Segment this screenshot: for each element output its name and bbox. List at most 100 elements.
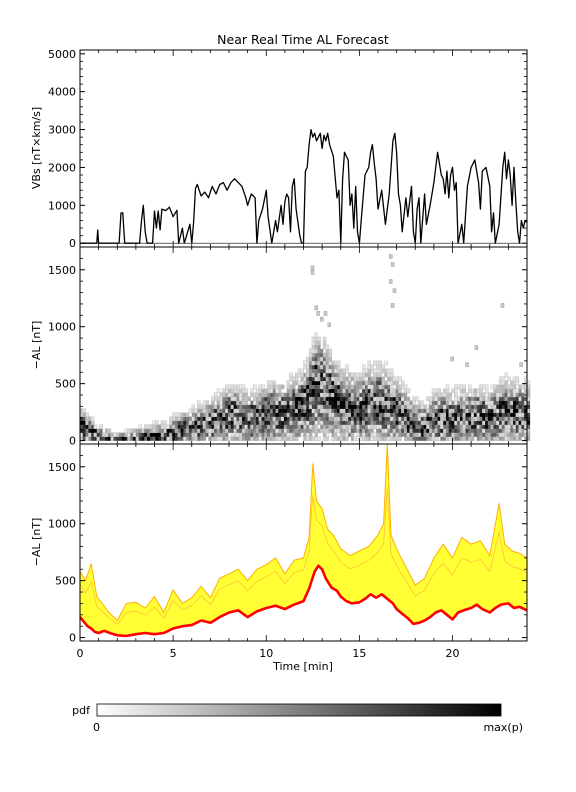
heatmap-cell [306,388,310,393]
heatmap-cell [323,364,327,370]
heatmap-cell [152,432,156,437]
heatmap-cell [473,428,478,433]
heatmap-cell [188,424,193,429]
heatmap-outlier-cell [392,288,397,293]
heatmap-cell [476,436,480,441]
heatmap-cell [328,380,332,385]
heatmap-outlier-cell [323,311,328,316]
heatmap-cell [225,412,229,417]
heatmap-cell [155,420,159,426]
heatmap-cell [462,408,466,413]
heatmap-cell [300,372,304,378]
heatmap-cell [359,416,363,421]
heatmap-cell [426,420,430,426]
heatmap-cell [437,436,441,441]
heatmap-cell [219,428,223,433]
heatmap-cell [454,416,458,421]
x-axis-label: Time [min] [272,660,333,673]
heatmap-cell [300,388,304,393]
heatmap-cell [306,428,310,433]
heatmap-cell [367,372,372,378]
heatmap-cell [479,428,483,433]
heatmap-cell [250,420,254,425]
heatmap-cell [459,424,464,429]
heatmap-cell [275,432,279,437]
heatmap-cell [345,420,349,425]
heatmap-cell [325,360,329,366]
heatmap-cell [328,420,332,425]
vbs-y-tick-label: 5000 [48,48,76,61]
heatmap-cell [510,428,514,433]
heatmap-cell [269,392,274,397]
heatmap-cell [211,408,215,413]
heatmap-cell [499,400,503,405]
heatmap-cell [420,408,424,413]
heatmap-cell [334,420,338,426]
heatmap-cell [510,416,514,422]
heatmap-cell [392,400,396,405]
heatmap-cell [471,408,475,413]
heatmap-cell [361,384,366,390]
heatmap-cell [345,388,349,393]
heatmap-cell [269,408,274,413]
heatmap-cell [367,388,371,393]
heatmap-cell [370,392,374,398]
heatmap-outlier-cell [465,362,469,367]
heatmap-cell [406,408,410,413]
heatmap-cell [320,356,324,362]
heatmap-cell [292,384,296,390]
heatmap-cell [490,428,494,433]
heatmap-cell [390,412,394,417]
colorbar-label: pdf [72,704,91,717]
heatmap-cell [161,436,165,441]
heatmap-cell [197,412,201,418]
heatmap-cell [490,420,494,425]
heatmap-cell [476,424,480,430]
heatmap-cell [228,396,232,401]
heatmap-cell [166,424,170,430]
heatmap-cell [286,404,290,409]
heatmap-cell [82,436,86,441]
heatmap-cell [278,388,282,394]
heatmap-cell [401,408,405,414]
heatmap-cell [230,420,234,425]
heatmap-cell [214,432,218,437]
heatmap-cell [303,428,307,433]
heatmap-cell [191,428,195,433]
heatmap-cell [412,412,416,417]
heatmap-cell [320,404,324,410]
heatmap-cell [403,428,408,434]
heatmap-cell [228,400,232,405]
heatmap-cell [244,436,248,441]
heatmap-cell [350,384,355,390]
heatmap-cell [362,388,366,393]
heatmap-cell [219,408,223,413]
heatmap-cell [339,392,343,397]
heatmap-cell [426,424,430,430]
heatmap-cell [378,420,383,425]
heatmap-cell [437,400,441,406]
heatmap-cell [493,420,497,425]
heatmap-cell [311,360,316,366]
heatmap-cell [320,400,324,405]
heatmap-cell [99,432,103,437]
heatmap-cell [471,428,475,433]
heatmap-cell [317,372,321,378]
heatmap-cell [376,420,380,425]
heatmap-cell [476,432,480,437]
heatmap-cell [512,392,517,398]
heatmap-cell [359,392,363,397]
heatmap-cell [202,404,207,410]
heatmap-cell [236,404,240,409]
heatmap-cell [515,428,519,433]
heatmap-cell [468,424,472,429]
heatmap-cell [454,428,458,433]
heatmap-cell [289,388,293,394]
heatmap-cell [261,404,265,409]
heatmap-cell [88,432,92,437]
heatmap-cell [261,424,265,429]
heatmap-cell [437,424,441,429]
heatmap-cell [473,408,478,414]
heatmap-cell [278,420,282,425]
heatmap-cell [233,424,237,429]
